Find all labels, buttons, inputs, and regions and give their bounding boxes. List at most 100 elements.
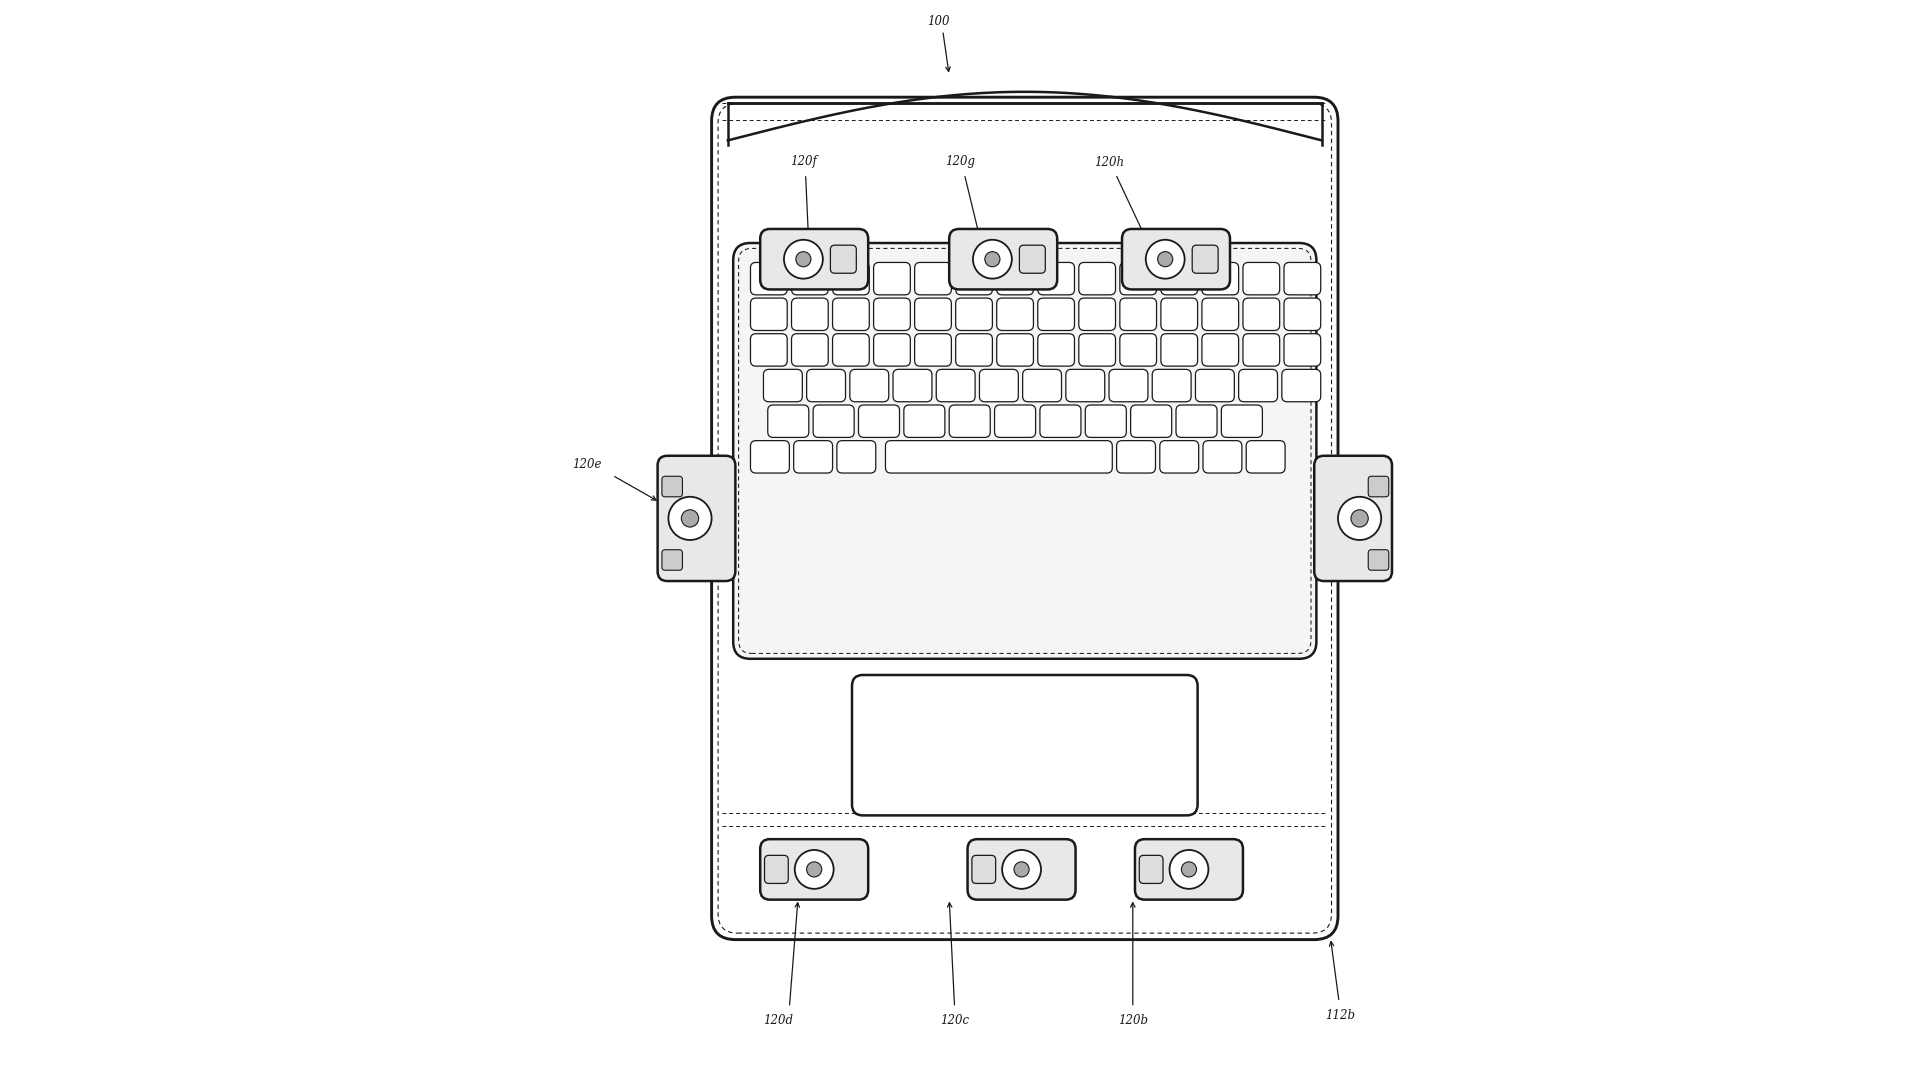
FancyBboxPatch shape <box>1221 405 1263 437</box>
FancyBboxPatch shape <box>1039 334 1075 366</box>
Text: 112a: 112a <box>1140 741 1169 754</box>
FancyBboxPatch shape <box>904 405 945 437</box>
FancyBboxPatch shape <box>1020 245 1044 273</box>
FancyBboxPatch shape <box>662 476 682 497</box>
FancyBboxPatch shape <box>885 441 1112 473</box>
FancyBboxPatch shape <box>858 405 899 437</box>
FancyBboxPatch shape <box>1079 298 1116 330</box>
FancyBboxPatch shape <box>751 334 787 366</box>
FancyBboxPatch shape <box>996 262 1033 295</box>
FancyBboxPatch shape <box>662 550 682 570</box>
FancyBboxPatch shape <box>979 369 1018 402</box>
Text: 100: 100 <box>927 15 950 28</box>
FancyBboxPatch shape <box>948 229 1058 289</box>
FancyBboxPatch shape <box>874 298 910 330</box>
FancyBboxPatch shape <box>851 369 889 402</box>
FancyBboxPatch shape <box>968 839 1075 900</box>
FancyBboxPatch shape <box>1242 298 1279 330</box>
FancyBboxPatch shape <box>996 334 1033 366</box>
FancyBboxPatch shape <box>956 262 993 295</box>
FancyBboxPatch shape <box>1162 334 1198 366</box>
FancyBboxPatch shape <box>1119 298 1156 330</box>
FancyBboxPatch shape <box>996 298 1033 330</box>
Circle shape <box>1169 850 1208 889</box>
Circle shape <box>1352 510 1369 527</box>
FancyBboxPatch shape <box>1177 405 1217 437</box>
FancyBboxPatch shape <box>1079 334 1116 366</box>
FancyBboxPatch shape <box>751 298 787 330</box>
FancyBboxPatch shape <box>829 245 856 273</box>
FancyBboxPatch shape <box>1196 369 1235 402</box>
Text: 120h: 120h <box>1094 156 1123 168</box>
Circle shape <box>1014 862 1029 877</box>
Circle shape <box>1158 252 1173 267</box>
FancyBboxPatch shape <box>1204 441 1242 473</box>
FancyBboxPatch shape <box>914 262 952 295</box>
FancyBboxPatch shape <box>760 229 868 289</box>
FancyBboxPatch shape <box>1162 262 1198 295</box>
Circle shape <box>973 240 1012 279</box>
FancyBboxPatch shape <box>914 334 952 366</box>
FancyBboxPatch shape <box>1284 298 1321 330</box>
Text: 120a: 120a <box>1361 458 1392 471</box>
FancyBboxPatch shape <box>1119 262 1156 295</box>
FancyBboxPatch shape <box>1242 262 1279 295</box>
FancyBboxPatch shape <box>1066 369 1104 402</box>
FancyBboxPatch shape <box>751 441 789 473</box>
FancyBboxPatch shape <box>1202 334 1238 366</box>
FancyBboxPatch shape <box>764 855 789 883</box>
FancyBboxPatch shape <box>1023 369 1062 402</box>
FancyBboxPatch shape <box>1246 441 1284 473</box>
FancyBboxPatch shape <box>1160 441 1198 473</box>
FancyBboxPatch shape <box>874 262 910 295</box>
FancyBboxPatch shape <box>791 262 828 295</box>
FancyBboxPatch shape <box>768 405 808 437</box>
FancyBboxPatch shape <box>1284 262 1321 295</box>
FancyBboxPatch shape <box>1119 334 1156 366</box>
FancyBboxPatch shape <box>1202 262 1238 295</box>
FancyBboxPatch shape <box>1139 855 1164 883</box>
Circle shape <box>795 850 833 889</box>
FancyBboxPatch shape <box>791 334 828 366</box>
Text: 120d: 120d <box>764 1014 793 1027</box>
FancyBboxPatch shape <box>1131 405 1171 437</box>
FancyBboxPatch shape <box>995 405 1035 437</box>
FancyBboxPatch shape <box>852 675 1198 815</box>
FancyBboxPatch shape <box>1079 262 1116 295</box>
FancyBboxPatch shape <box>712 97 1338 940</box>
Text: 120c: 120c <box>941 1014 970 1027</box>
FancyBboxPatch shape <box>1202 298 1238 330</box>
FancyBboxPatch shape <box>657 456 735 581</box>
FancyBboxPatch shape <box>833 334 870 366</box>
FancyBboxPatch shape <box>1039 298 1075 330</box>
FancyBboxPatch shape <box>806 369 845 402</box>
FancyBboxPatch shape <box>1283 369 1321 402</box>
FancyBboxPatch shape <box>1238 369 1277 402</box>
FancyBboxPatch shape <box>1039 262 1075 295</box>
Circle shape <box>668 497 712 540</box>
FancyBboxPatch shape <box>1117 441 1156 473</box>
Circle shape <box>783 240 824 279</box>
FancyBboxPatch shape <box>837 441 876 473</box>
FancyBboxPatch shape <box>791 298 828 330</box>
Text: 120e: 120e <box>572 458 601 471</box>
Circle shape <box>1181 862 1196 877</box>
Text: 108: 108 <box>1359 517 1382 530</box>
FancyBboxPatch shape <box>760 839 868 900</box>
FancyBboxPatch shape <box>956 298 993 330</box>
FancyBboxPatch shape <box>972 855 996 883</box>
Circle shape <box>682 510 699 527</box>
Text: 112b: 112b <box>1325 1009 1356 1022</box>
FancyBboxPatch shape <box>833 262 870 295</box>
FancyBboxPatch shape <box>1162 298 1198 330</box>
FancyBboxPatch shape <box>937 369 975 402</box>
FancyBboxPatch shape <box>1313 456 1392 581</box>
Circle shape <box>1002 850 1041 889</box>
FancyBboxPatch shape <box>956 334 993 366</box>
Circle shape <box>797 252 810 267</box>
FancyBboxPatch shape <box>751 262 787 295</box>
FancyBboxPatch shape <box>833 298 870 330</box>
FancyBboxPatch shape <box>914 298 952 330</box>
FancyBboxPatch shape <box>874 334 910 366</box>
FancyBboxPatch shape <box>1085 405 1127 437</box>
